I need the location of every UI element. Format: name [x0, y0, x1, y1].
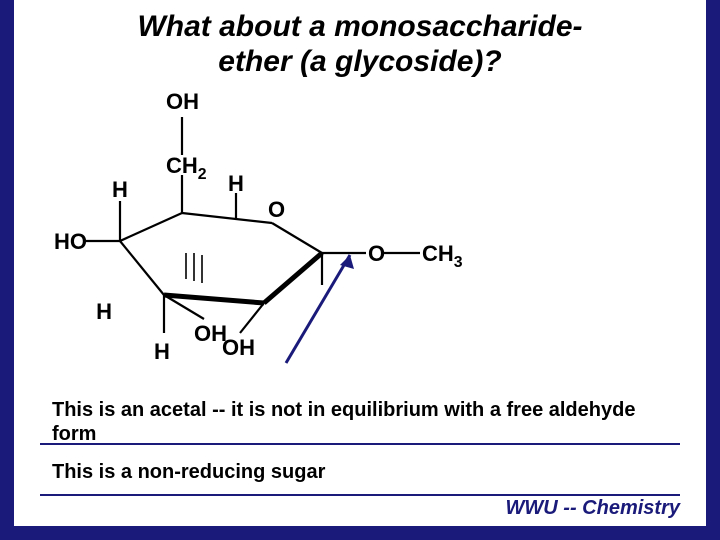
- divider-2: [40, 494, 680, 496]
- slide: What about a monosaccharide- ether (a gl…: [14, 0, 706, 526]
- label-ch2: CH2: [166, 153, 207, 183]
- footer-credit: WWU -- Chemistry: [506, 497, 680, 520]
- label-o-ring: O: [268, 197, 285, 222]
- label-ch3: CH3: [422, 241, 463, 271]
- body-text-2: This is a non-reducing sugar: [52, 460, 672, 484]
- glycoside-structure-svg: OH CH2 H H O HO O CH3 H OH OH H: [54, 83, 474, 373]
- label-h-ll: H: [96, 299, 112, 324]
- atom-labels: OH CH2 H H O HO O CH3 H OH OH H: [54, 89, 463, 364]
- divider-1: [40, 443, 680, 445]
- label-h-ur: H: [228, 171, 244, 196]
- title-line-2: ether (a glycoside)?: [44, 45, 676, 80]
- label-o-right: O: [368, 241, 385, 266]
- title-line-1: What about a monosaccharide-: [44, 10, 676, 45]
- slide-title: What about a monosaccharide- ether (a gl…: [14, 0, 706, 83]
- structure-diagram: OH CH2 H H O HO O CH3 H OH OH H: [14, 83, 706, 373]
- label-h-ul: H: [112, 177, 128, 202]
- label-oh-top: OH: [166, 89, 199, 114]
- label-ho: HO: [54, 229, 87, 254]
- pointer-arrow: [286, 255, 354, 363]
- body-text-1: This is an acetal -- it is not in equili…: [52, 398, 672, 446]
- label-h-bottom: H: [154, 339, 170, 364]
- label-oh-lr: OH: [222, 335, 255, 360]
- bond-group: [84, 117, 420, 333]
